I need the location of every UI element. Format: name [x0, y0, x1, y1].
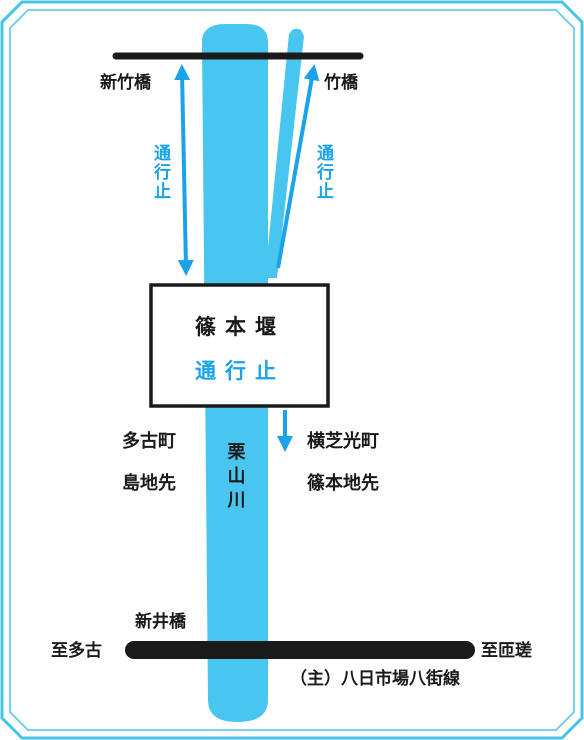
- label-closed-left: 通行止: [150, 144, 172, 201]
- label-shinibashi: 新井橋: [135, 611, 187, 632]
- label-main-road: （主）八日市場八街線: [290, 668, 460, 689]
- label-to-tako: 至多古: [51, 640, 102, 661]
- map-frame-inner: [9, 9, 575, 731]
- label-river-name: 栗山川: [225, 442, 247, 514]
- label-shin-takebashi: 新竹橋: [100, 72, 152, 93]
- label-to-sosa: 至匝瑳: [481, 640, 532, 661]
- label-tako-line1: 多古町: [122, 430, 176, 452]
- label-takebashi: 竹橋: [323, 72, 359, 93]
- label-yoko-line1: 横芝光町: [307, 430, 379, 452]
- river-branch: [265, 28, 304, 278]
- weir-name: 篠本堰: [195, 315, 285, 339]
- label-tako-line2: 島地先: [122, 472, 176, 494]
- label-closed-right: 通行止: [313, 144, 335, 201]
- label-yoko-line2: 篠本地先: [307, 472, 379, 494]
- weir-status: 通行止: [195, 359, 285, 383]
- closure-arrow-left: [174, 64, 194, 276]
- closure-arrow-right: [276, 64, 320, 269]
- weir-box: [149, 283, 330, 408]
